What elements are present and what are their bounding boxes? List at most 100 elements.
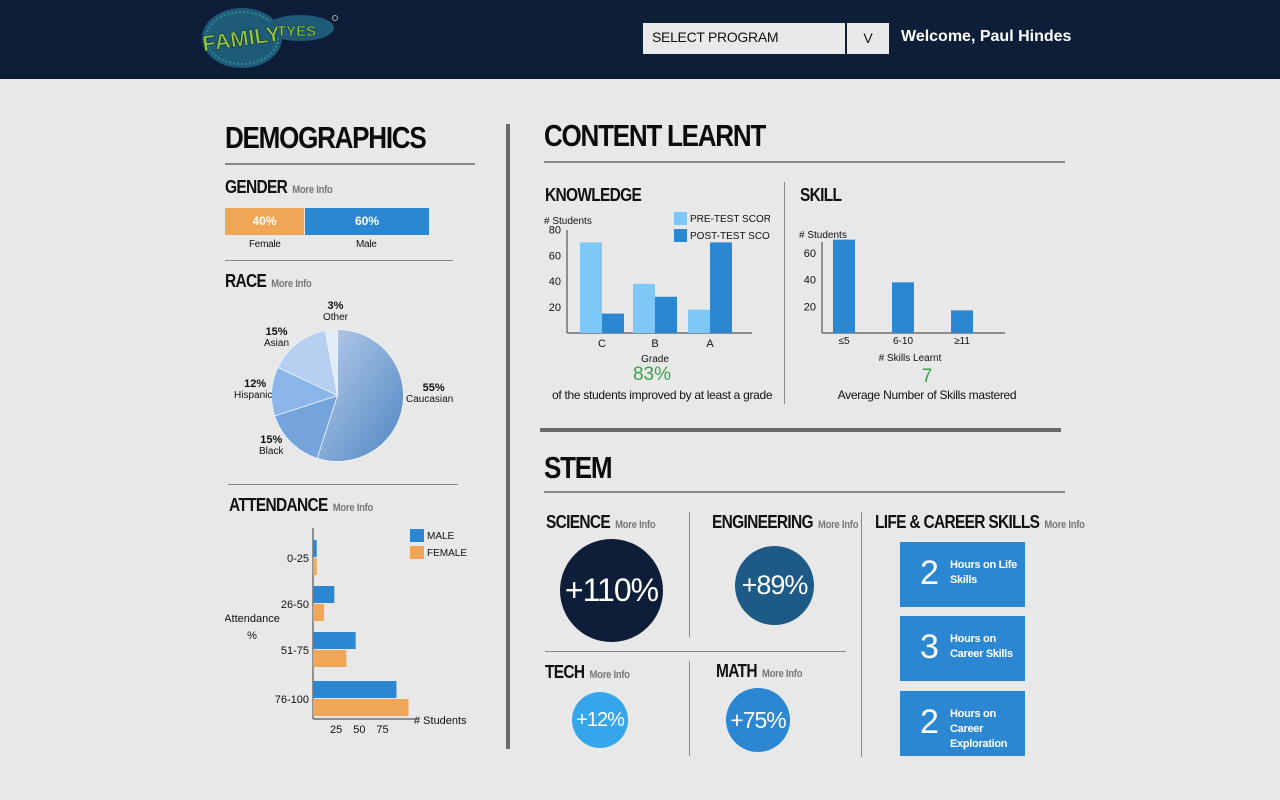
engineering-heading: ENGINEERING More Info [712, 512, 858, 533]
attendance-bar-male-51-75 [313, 632, 356, 649]
stem-middle-rule [545, 651, 846, 652]
knowledge-bar-post-A [710, 242, 732, 333]
life-skills-card: 2 Hours on Life Skills [900, 542, 1025, 607]
tech-more-info-link[interactable]: More Info [589, 669, 631, 681]
knowledge-x-label: Grade [641, 354, 669, 365]
skill-bar-1 [833, 239, 855, 333]
attendance-x-tick-25: 25 [330, 724, 342, 736]
career-exploration-card: 2 Hours on Career Exploration [900, 691, 1025, 756]
tech-math-divider [689, 661, 690, 756]
attendance-bar-female-51-75 [313, 650, 347, 667]
gender-more-info-link[interactable]: More Info [292, 184, 333, 196]
tech-title: TECH [545, 662, 585, 682]
family-tyes-logo[interactable]: FAMILY TYES [192, 6, 342, 70]
knowledge-legend-pre: PRE-TEST SCORE [690, 214, 770, 225]
race-black-label: 15% Black [259, 434, 283, 457]
attendance-legend-female-swatch [410, 546, 424, 559]
knowledge-stat-caption: of the students improved by at least a g… [552, 388, 773, 402]
knowledge-stat: 83% [632, 364, 672, 385]
knowledge-y-tick-20: 20 [549, 302, 561, 314]
attendance-x-label: # Students [414, 715, 467, 727]
race-asian-pct: 15% [265, 326, 288, 338]
attendance-more-info-link[interactable]: More Info [332, 502, 374, 514]
math-more-info-link[interactable]: More Info [761, 668, 803, 680]
knowledge-x-tick-A: A [706, 338, 714, 350]
skill-bar-chart: 20 40 60 # Students ≤5 6-10 ≥11 # Skills Learnt [799, 230, 1005, 364]
attendance-bar-female-76-100 [313, 699, 409, 716]
life-skills-card-number: 2 [920, 554, 939, 592]
demographics-title: DEMOGRAPHICS [225, 120, 427, 155]
knowledge-x-tick-B: B [651, 338, 658, 350]
engineering-more-info-link[interactable]: More Info [817, 519, 859, 531]
life-career-title: LIFE & CAREER SKILLS [875, 512, 1040, 532]
race-other-label: 3% Other [323, 300, 348, 323]
skill-title: SKILL [800, 185, 842, 205]
attendance-legend-male-swatch [410, 529, 424, 542]
skill-stat-caption: Average Number of Skills mastered [837, 388, 1017, 402]
knowledge-bar-pre-C [580, 242, 602, 333]
attendance-y-label: Attendance [225, 613, 280, 625]
stem-title: STEM [544, 450, 613, 485]
gender-male-label: Male [356, 239, 377, 250]
life-skills-card-text: Hours on Life Skills [950, 559, 1017, 586]
science-more-info-link[interactable]: More Info [615, 519, 656, 531]
skill-stat: 7 [921, 366, 933, 387]
life-career-divider [861, 512, 862, 757]
career-skills-card: 3 Hours on Career Skills [900, 616, 1025, 681]
knowledge-bar-post-C [602, 313, 624, 333]
attendance-x-tick-50: 50 [353, 724, 365, 736]
svg-text:TYES: TYES [277, 23, 316, 40]
skill-x-tick-3: ≥11 [954, 336, 970, 347]
science-heading: SCIENCE More Info [546, 512, 656, 533]
attendance-heading: ATTENDANCE More Info [229, 495, 373, 516]
race-other-pct: 3% [327, 300, 344, 312]
tech-heading: TECH More Info [545, 662, 630, 683]
knowledge-title: KNOWLEDGE [545, 185, 642, 205]
knowledge-x-tick-C: C [598, 338, 606, 350]
science-engineering-divider [689, 512, 690, 637]
skill-y-tick-20: 20 [804, 301, 816, 313]
race-title: RACE [225, 271, 267, 291]
knowledge-legend-post: POST-TEST SCORE [690, 231, 770, 242]
pie-slice-caucasian [316, 329, 404, 462]
knowledge-y-tick-40: 40 [549, 276, 561, 288]
attendance-x-tick-75: 75 [376, 724, 388, 736]
race-hispanic-name: Hispanic [234, 390, 273, 401]
program-select-arrow-button[interactable]: V [847, 23, 889, 54]
life-career-more-info-link[interactable]: More Info [1044, 519, 1085, 531]
race-asian-label: 15% Asian [264, 326, 289, 349]
attendance-bar-male-0-25 [313, 540, 317, 557]
gender-male-bar: 60% [305, 208, 429, 235]
skill-bar-2 [892, 282, 914, 333]
race-more-info-link[interactable]: More Info [271, 278, 312, 290]
skill-y-tick-60: 60 [804, 248, 816, 260]
race-asian-name: Asian [264, 338, 290, 349]
column-divider [506, 124, 510, 749]
skill-y-label: # Students [799, 230, 847, 241]
race-caucasian-name: Caucasian [406, 394, 454, 405]
race-other-name: Other [323, 312, 349, 323]
attendance-bar-female-26-50 [313, 604, 325, 621]
math-circle: +75% [726, 688, 790, 752]
knowledge-bar-post-B [655, 296, 677, 333]
science-circle: +110% [560, 539, 663, 642]
race-heading: RACE More Info [225, 271, 312, 292]
race-black-pct: 15% [260, 434, 283, 446]
program-select[interactable]: SELECT PROGRAM [643, 23, 845, 54]
content-learnt-title: CONTENT LEARNT [544, 118, 766, 153]
engineering-circle: +89% [735, 546, 814, 625]
attendance-legend-male: MALE [427, 531, 455, 542]
pie-slice-other [324, 329, 338, 396]
skill-bar-3 [951, 310, 973, 333]
attendance-bar-chart: 0-25 26-50 51-75 76-100 25 50 75 # Students Atte… [225, 528, 467, 736]
knowledge-legend-post-swatch [674, 229, 687, 242]
knowledge-y-tick-80: 80 [549, 224, 561, 236]
career-skills-card-text: Hours on Career Skills [950, 633, 1013, 660]
math-title: MATH [716, 661, 758, 681]
attendance-category-76-100: 76-100 [275, 694, 309, 706]
knowledge-bar-pre-A [688, 309, 710, 333]
career-skills-card-number: 3 [920, 628, 939, 666]
knowledge-y-label: # Students [544, 216, 592, 227]
race-pie-chart [271, 329, 404, 462]
race-rule [228, 484, 458, 485]
